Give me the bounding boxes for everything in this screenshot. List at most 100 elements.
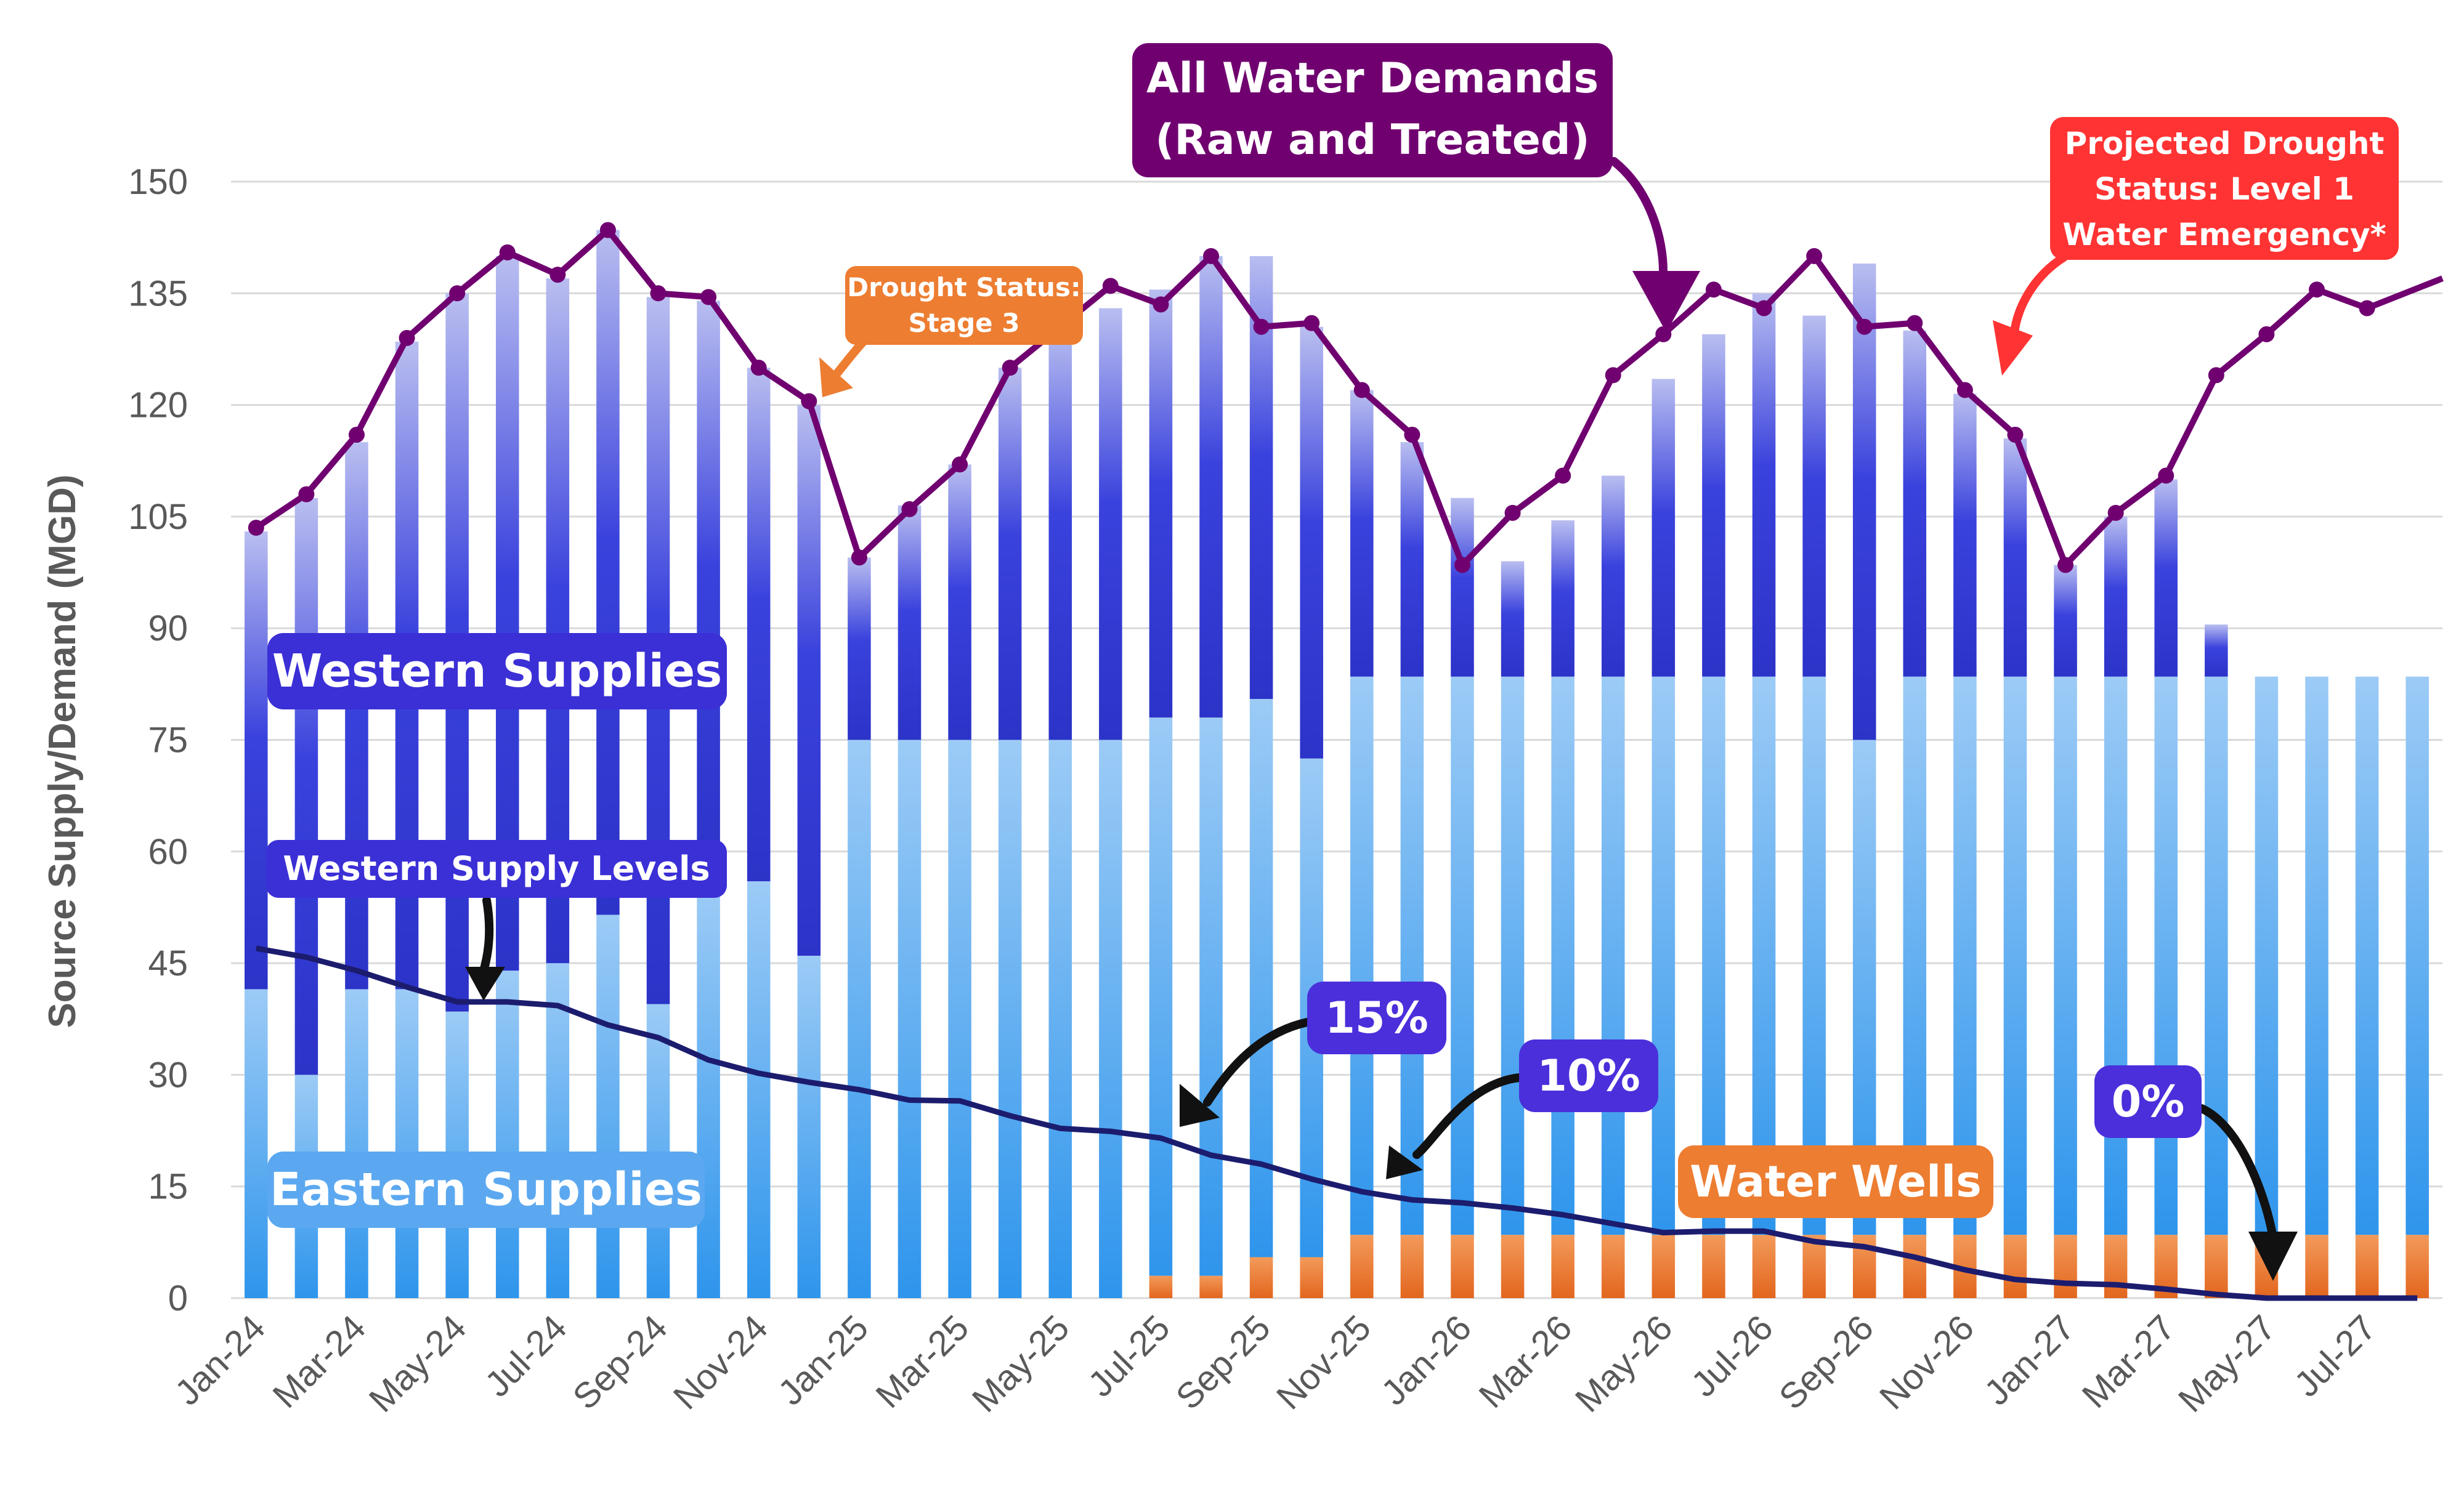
bar-eastern-supplies <box>2255 676 2279 1235</box>
demand-point <box>2359 300 2375 317</box>
demand-callout: All Water Demands (Raw and Treated) <box>1132 43 1613 177</box>
bar-water-wells <box>2205 1235 2228 1298</box>
bar-water-wells <box>1400 1235 1424 1298</box>
bar-western-supplies <box>948 464 971 740</box>
demand-point <box>2309 281 2325 298</box>
x-tick-label: Sep-26 <box>1772 1307 1881 1417</box>
demand-point <box>700 289 717 305</box>
bar-western-supplies <box>848 557 871 740</box>
bar-eastern-supplies <box>1501 676 1525 1235</box>
bar-eastern-supplies <box>998 740 1022 1298</box>
bar-eastern-supplies <box>2104 676 2128 1235</box>
bar-western-supplies <box>2104 516 2128 677</box>
demand-point <box>2208 367 2224 384</box>
bar-eastern-supplies <box>1752 676 1776 1235</box>
bar-western-supplies <box>1300 326 1323 759</box>
bar-water-wells <box>2305 1235 2328 1298</box>
bar-water-wells <box>2104 1235 2128 1298</box>
bar-western-supplies <box>1149 289 1173 718</box>
bar-eastern-supplies <box>697 889 720 1298</box>
bar-western-supplies <box>1350 390 1374 677</box>
x-tick-label: Jan-27 <box>1977 1307 2082 1413</box>
y-tick-label: 75 <box>148 720 188 761</box>
bar-western-supplies <box>1752 293 1776 677</box>
demand-point <box>2258 326 2275 342</box>
x-tick-label: Jan-24 <box>168 1307 273 1413</box>
bar-eastern-supplies <box>1702 676 1725 1235</box>
bar-water-wells <box>1350 1235 1374 1298</box>
demand-point <box>449 285 466 302</box>
bar-water-wells <box>1249 1257 1273 1298</box>
bar-western-supplies <box>294 498 318 1075</box>
bar-eastern-supplies <box>1199 717 1223 1276</box>
bar-eastern-supplies <box>1451 676 1474 1235</box>
bar-eastern-supplies <box>245 989 268 1298</box>
bar-eastern-supplies <box>2355 676 2379 1235</box>
demand-point <box>1454 557 1470 573</box>
bar-water-wells <box>1451 1235 1474 1298</box>
bar-western-supplies <box>345 442 368 990</box>
demand-point <box>1303 315 1320 331</box>
bar-eastern-supplies <box>1802 676 1826 1235</box>
demand-point <box>2007 426 2024 443</box>
x-tick-label: Mar-27 <box>2075 1307 2183 1416</box>
bar-water-wells <box>1149 1275 1173 1298</box>
bar-eastern-supplies <box>848 740 871 1298</box>
x-tick-label: Nov-25 <box>1269 1307 1379 1417</box>
x-tick-label: Jan-26 <box>1374 1307 1479 1413</box>
demand-point <box>901 501 918 517</box>
x-tick-label: Mar-26 <box>1471 1307 1579 1416</box>
bar-eastern-supplies <box>797 956 821 1298</box>
demand-point <box>1856 318 1873 335</box>
demand-point <box>650 285 667 302</box>
demand-line <box>254 227 2444 568</box>
bar-eastern-supplies <box>747 881 771 1298</box>
bar-water-wells <box>2405 1235 2429 1298</box>
bar-water-wells <box>1702 1235 1725 1298</box>
bar-western-supplies <box>2205 624 2228 677</box>
bar-eastern-supplies <box>2405 676 2429 1235</box>
western-supplies-callout: Western Supplies <box>267 633 727 709</box>
demand-point <box>2158 467 2174 484</box>
eastern-supplies-callout: Eastern Supplies <box>267 1152 705 1228</box>
bar-western-supplies <box>1903 330 1927 677</box>
demand-point <box>499 244 516 260</box>
bar-eastern-supplies <box>1651 676 1676 1235</box>
pct-10-arrow <box>1412 1073 1523 1159</box>
demand-point <box>952 456 968 473</box>
demand-point <box>248 520 264 536</box>
bar-eastern-supplies <box>1099 740 1122 1298</box>
bar-western-supplies <box>2154 479 2178 677</box>
projected-line1: Projected Drought <box>2064 126 2385 161</box>
bar-eastern-supplies <box>948 740 971 1298</box>
bar-western-supplies <box>245 531 268 990</box>
bar-water-wells <box>2355 1235 2379 1298</box>
x-tick-label: May-25 <box>965 1307 1077 1420</box>
x-tick-label: Sep-25 <box>1169 1307 1278 1417</box>
y-tick-label: 0 <box>168 1278 188 1318</box>
bar-water-wells <box>2003 1235 2027 1298</box>
x-tick-label: Mar-25 <box>868 1307 976 1416</box>
bar-western-supplies <box>1702 334 1725 677</box>
bar-eastern-supplies <box>2054 676 2077 1235</box>
demand-point <box>1605 367 1621 384</box>
demand-point <box>348 426 365 443</box>
demand-point <box>549 267 566 283</box>
demand-point <box>1102 278 1119 294</box>
demand-point <box>298 486 315 502</box>
bar-western-supplies <box>1953 393 1977 677</box>
bar-eastern-supplies <box>345 989 368 1298</box>
bar-eastern-supplies <box>898 740 922 1298</box>
stacked-bars <box>245 230 2429 1298</box>
x-tick-label: Jul-27 <box>2287 1307 2384 1405</box>
projected-drought-callout: Projected Drought Status: Level 1 Water … <box>2050 117 2399 260</box>
x-tick-label: Mar-24 <box>265 1307 373 1416</box>
x-tick-label: May-27 <box>2171 1307 2284 1420</box>
bar-eastern-supplies <box>1903 676 1927 1235</box>
bar-eastern-supplies <box>1149 717 1173 1276</box>
demand-point <box>1353 382 1370 398</box>
bar-water-wells <box>1199 1275 1223 1298</box>
x-tick-label: May-24 <box>362 1307 474 1420</box>
bar-water-wells <box>1651 1235 1676 1298</box>
